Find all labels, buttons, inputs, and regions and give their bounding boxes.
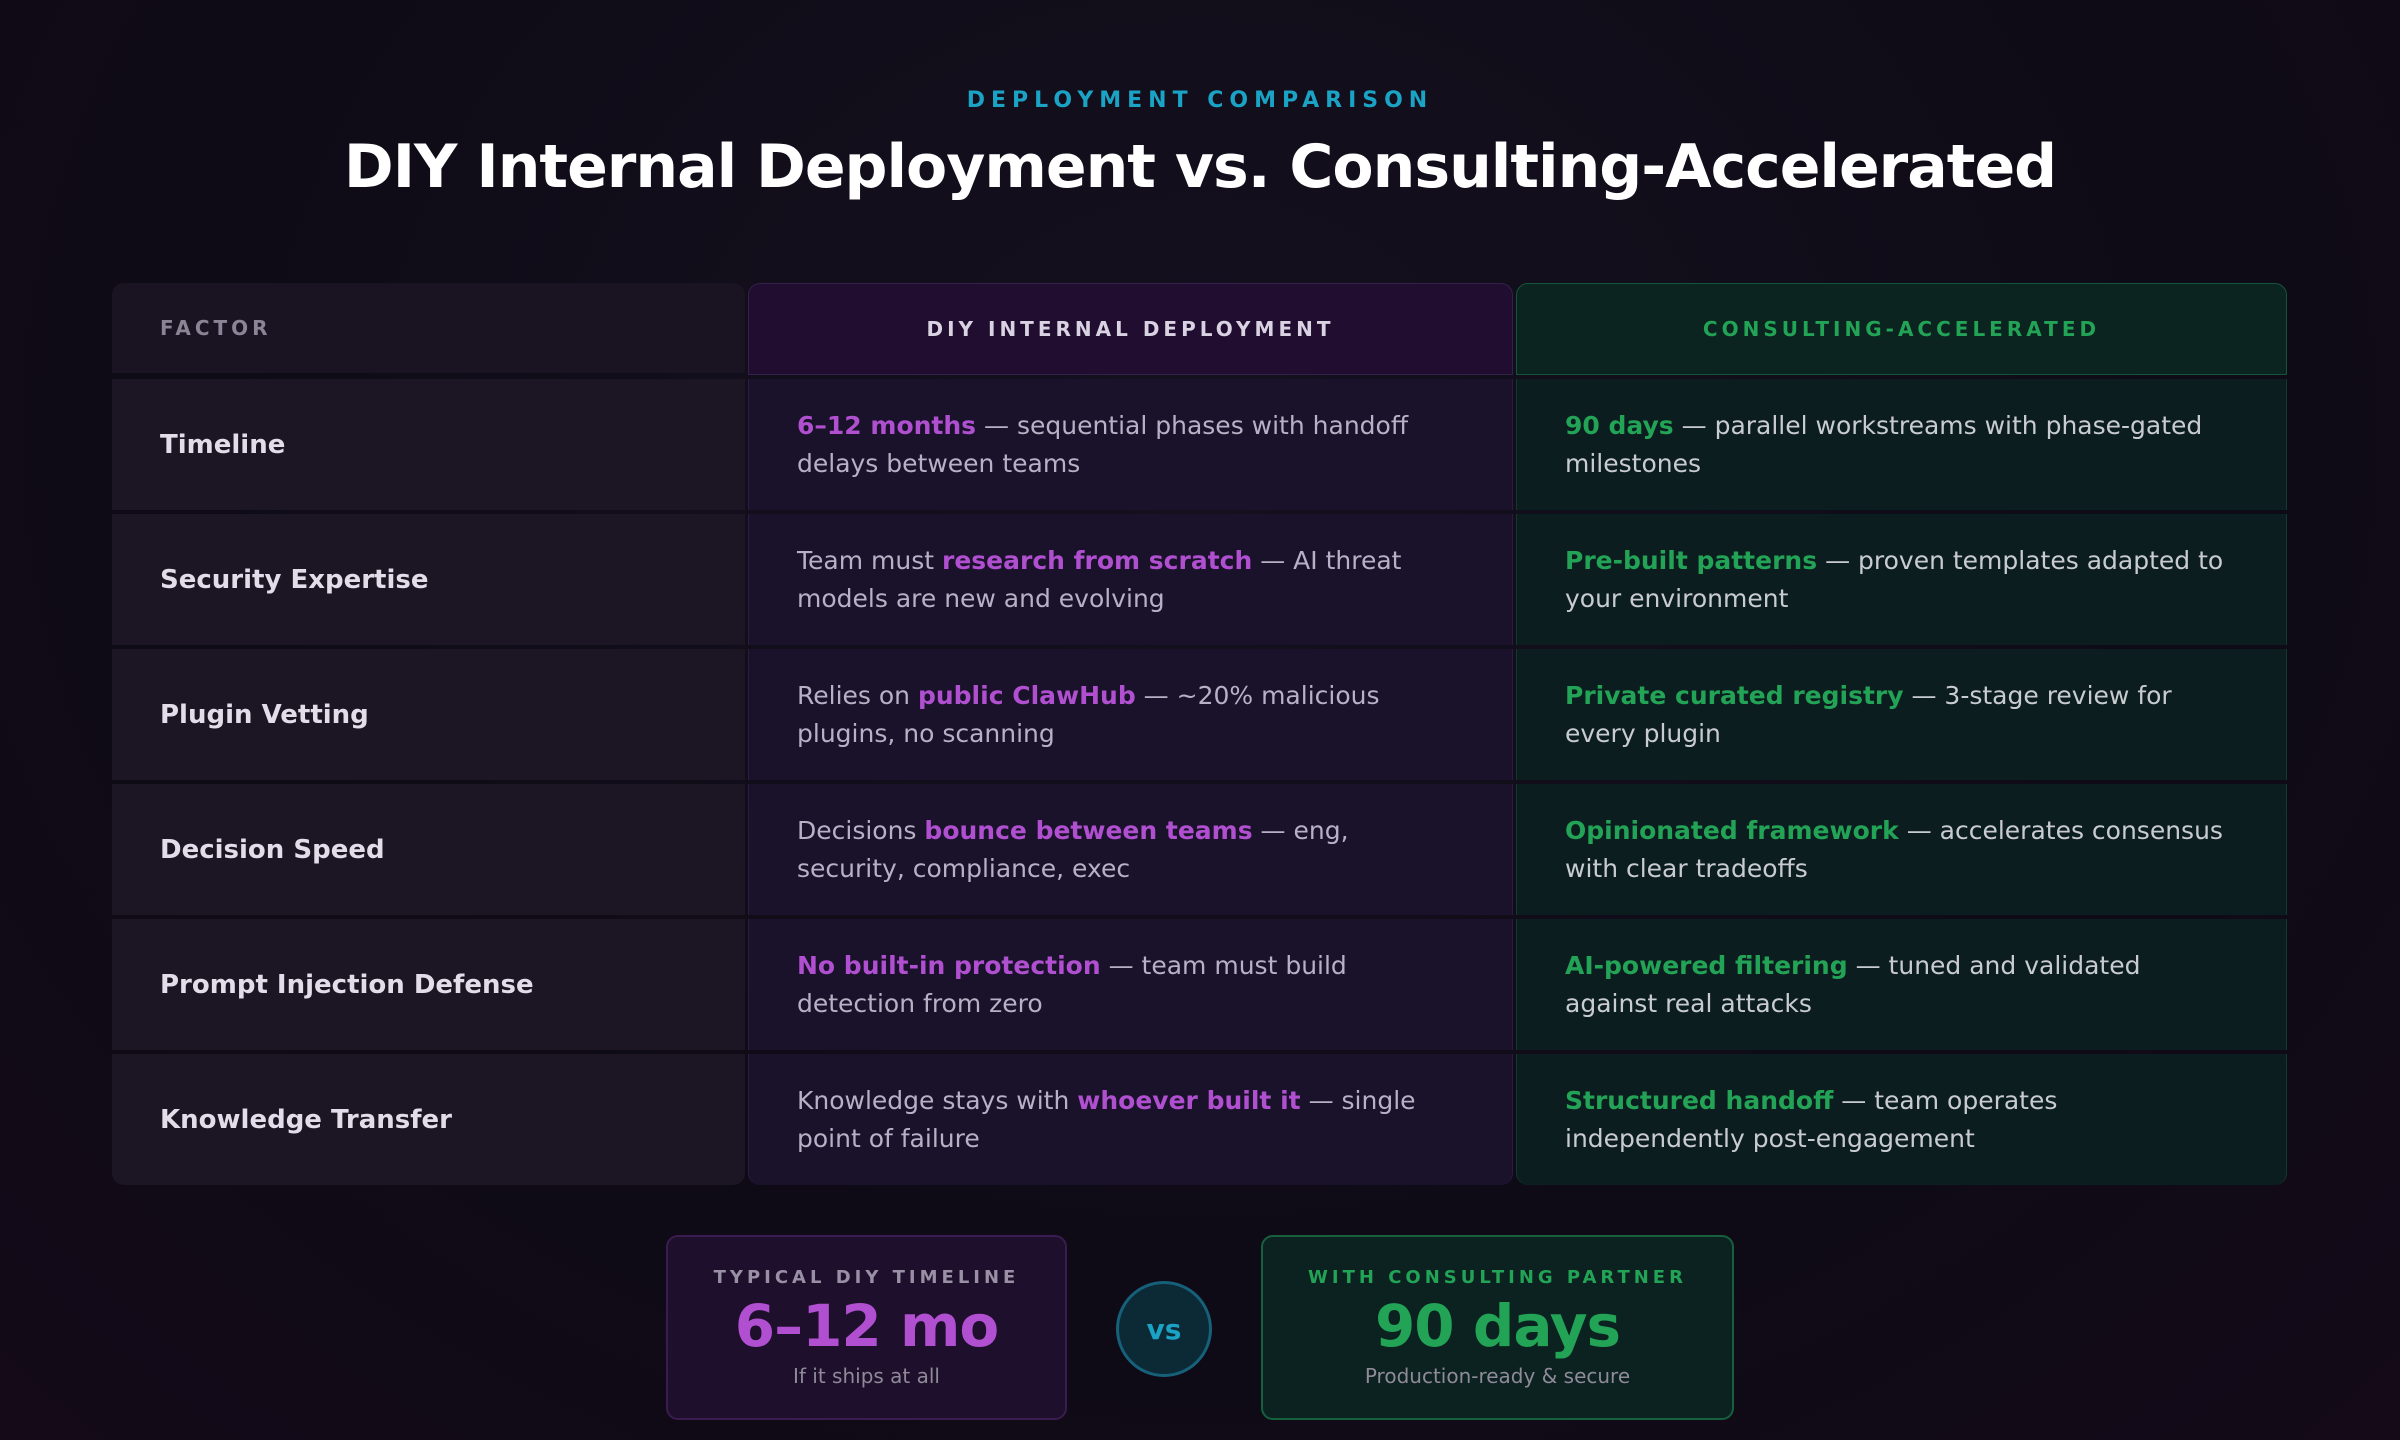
cell-text: 90 days — parallel workstreams with phas…: [1565, 407, 2238, 483]
cell-rest: — eng, security, compliance, exec: [797, 815, 1349, 883]
cell-text: Decisions bounce between teams — eng, se…: [797, 812, 1464, 888]
eyebrow: DEPLOYMENT COMPARISON: [966, 88, 1434, 113]
factor-cell: Knowledge Transfer: [112, 1054, 745, 1185]
cell-text: 6–12 months — sequential phases with han…: [797, 407, 1464, 483]
cell-rest: — AI threat models are new and evolving: [797, 545, 1402, 613]
cell-highlight: AI-powered filtering: [1565, 950, 1848, 980]
column-header: DIY INTERNAL DEPLOYMENT: [748, 283, 1513, 375]
consulting-cell: 90 days — parallel workstreams with phas…: [1516, 379, 2287, 510]
factor-cell: Prompt Injection Defense: [112, 919, 745, 1050]
cell-rest: — team operates independently post-engag…: [1565, 1085, 2058, 1153]
cell-highlight: 6–12 months: [797, 410, 977, 440]
page-title: DIY Internal Deployment vs. Consulting-A…: [343, 132, 2057, 202]
cell-highlight: Pre-built patterns: [1565, 545, 1818, 575]
cell-lead: Team must: [797, 545, 935, 575]
diy-cell: 6–12 months — sequential phases with han…: [748, 379, 1513, 510]
cell-text: Relies on public ClawHub — ~20% maliciou…: [797, 677, 1464, 753]
cell-highlight: research from scratch: [942, 545, 1253, 575]
cell-text: Private curated registry — 3-stage revie…: [1565, 677, 2238, 753]
cell-lead: Decisions: [797, 815, 917, 845]
comparison-table: FACTOR DIY INTERNAL DEPLOYMENT CONSULTIN…: [112, 283, 2287, 1185]
cell-text: AI-powered filtering — tuned and validat…: [1565, 947, 2238, 1023]
cell-rest: — parallel workstreams with phase-gated …: [1565, 410, 2203, 478]
cell-highlight: No built-in protection: [797, 950, 1101, 980]
cell-highlight: Structured handoff: [1565, 1085, 1834, 1115]
consulting-cell: Pre-built patterns — proven templates ad…: [1516, 514, 2287, 645]
card-note: Production-ready & secure: [1364, 1364, 1631, 1388]
cell-rest: — proven templates adapted to your envir…: [1565, 545, 2224, 613]
cell-highlight: whoever built it: [1077, 1085, 1301, 1115]
cell-text: Knowledge stays with whoever built it — …: [797, 1082, 1464, 1158]
cell-rest: — single point of failure: [797, 1085, 1416, 1153]
consulting-cell: AI-powered filtering — tuned and validat…: [1516, 919, 2287, 1050]
card-label: TYPICAL DIY TIMELINE: [713, 1267, 1020, 1288]
consulting-cell: Opinionated framework — accelerates cons…: [1516, 784, 2287, 915]
cell-text: Opinionated framework — accelerates cons…: [1565, 812, 2238, 888]
card-value: 90 days: [1374, 1292, 1621, 1360]
cell-highlight: public ClawHub: [917, 680, 1136, 710]
cell-lead: Knowledge stays with: [797, 1085, 1070, 1115]
card-value: 6–12 mo: [734, 1292, 1000, 1360]
card-note: If it ships at all: [792, 1364, 940, 1388]
diy-cell: Team must research from scratch — AI thr…: [748, 514, 1513, 645]
diy-cell: Relies on public ClawHub — ~20% maliciou…: [748, 649, 1513, 780]
cell-highlight: Private curated registry: [1565, 680, 1904, 710]
diy-cell: No built-in protection — team must build…: [748, 919, 1513, 1050]
cell-highlight: 90 days: [1565, 410, 1674, 440]
diy-cell: Knowledge stays with whoever built it — …: [748, 1054, 1513, 1185]
cell-rest: — ~20% malicious plugins, no scanning: [797, 680, 1380, 748]
cell-rest: — tuned and validated against real attac…: [1565, 950, 2141, 1018]
cell-text: Team must research from scratch — AI thr…: [797, 542, 1464, 618]
factor-cell: Decision Speed: [112, 784, 745, 915]
factor-cell: Timeline: [112, 379, 745, 510]
cell-rest: — 3-stage review for every plugin: [1565, 680, 2172, 748]
consulting-cell: Structured handoff — team operates indep…: [1516, 1054, 2287, 1185]
diy-cell: Decisions bounce between teams — eng, se…: [748, 784, 1513, 915]
cell-rest: — accelerates consensus with clear trade…: [1565, 815, 2223, 883]
consulting-cell: Private curated registry — 3-stage revie…: [1516, 649, 2287, 780]
vs-badge: vs: [1116, 1281, 1212, 1377]
column-header: FACTOR: [112, 283, 745, 373]
cell-text: Structured handoff — team operates indep…: [1565, 1082, 2238, 1158]
cell-highlight: bounce between teams: [924, 815, 1253, 845]
cell-highlight: Opinionated framework: [1565, 815, 1899, 845]
consulting-summary-card: WITH CONSULTING PARTNER 90 days Producti…: [1261, 1235, 1734, 1420]
card-label: WITH CONSULTING PARTNER: [1308, 1267, 1687, 1288]
cell-rest: — sequential phases with handoff delays …: [797, 410, 1409, 478]
cell-lead: Relies on: [797, 680, 911, 710]
diy-summary-card: TYPICAL DIY TIMELINE 6–12 mo If it ships…: [666, 1235, 1067, 1420]
column-header: CONSULTING-ACCELERATED: [1516, 283, 2287, 375]
factor-cell: Security Expertise: [112, 514, 745, 645]
cell-text: No built-in protection — team must build…: [797, 947, 1464, 1023]
cell-rest: — team must build detection from zero: [797, 950, 1347, 1018]
factor-cell: Plugin Vetting: [112, 649, 745, 780]
cell-text: Pre-built patterns — proven templates ad…: [1565, 542, 2238, 618]
